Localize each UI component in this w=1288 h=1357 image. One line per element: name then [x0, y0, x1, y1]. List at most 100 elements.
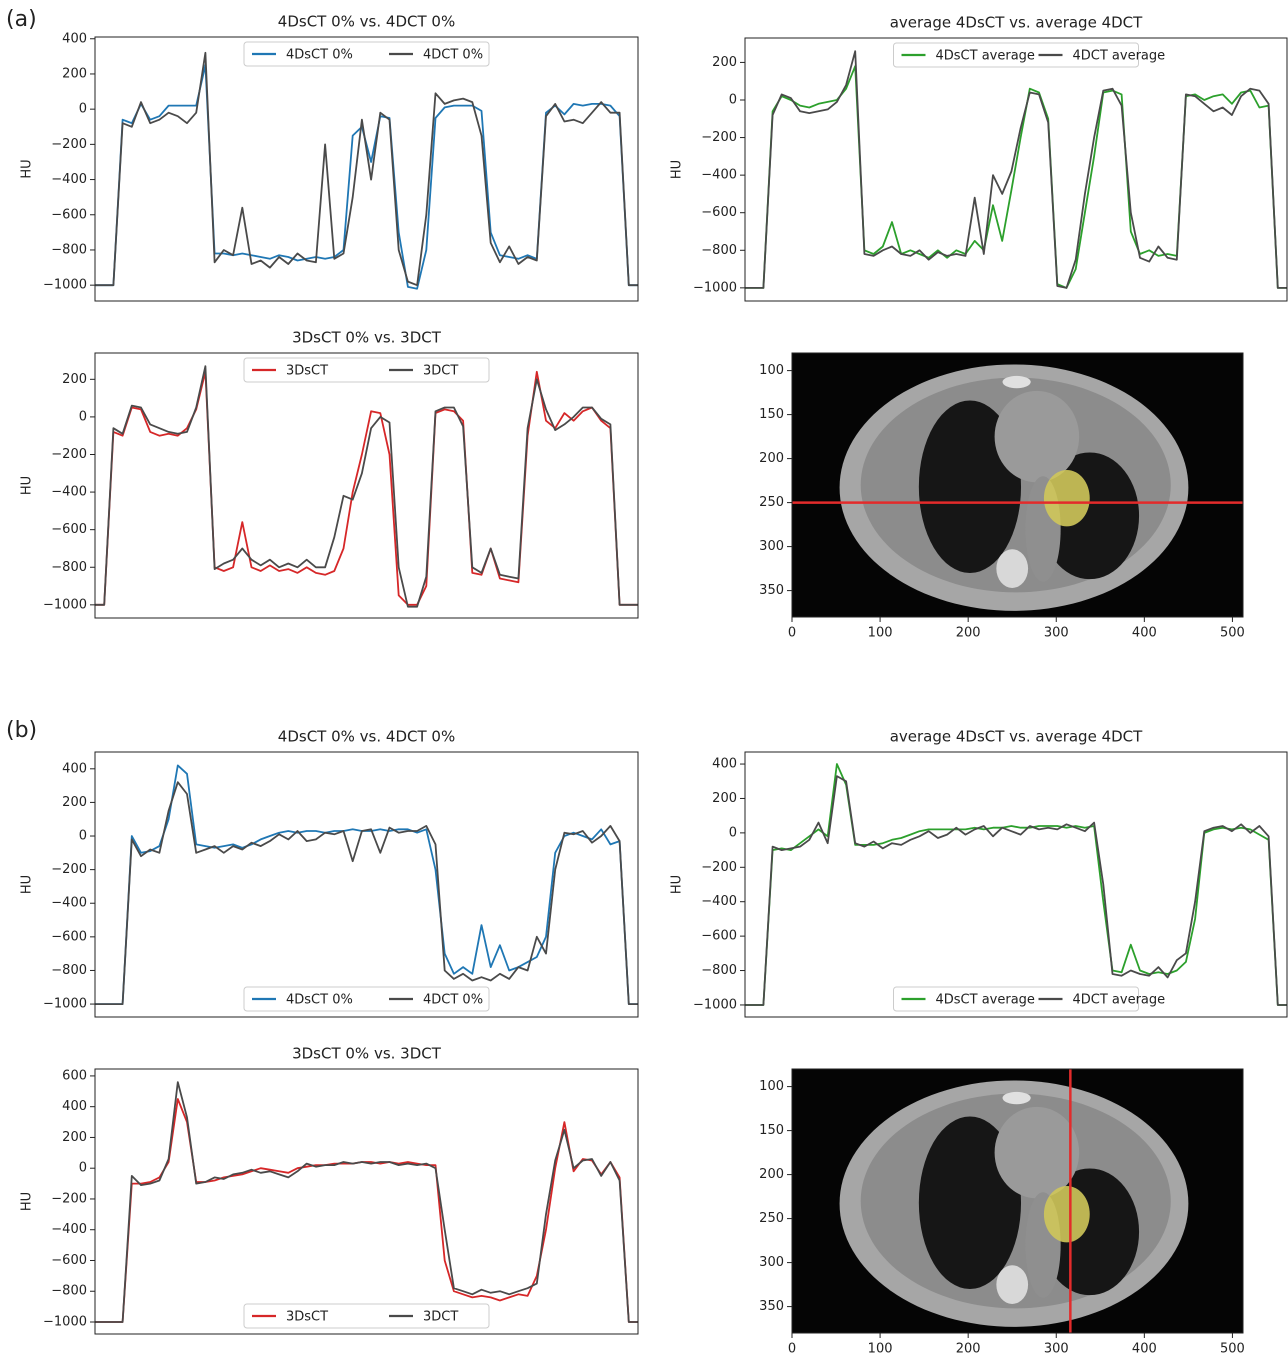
- y-tick-label: −800: [701, 243, 737, 258]
- y-tick-label: 150: [759, 407, 784, 422]
- legend: 4DsCT 0% 4DCT 0%: [244, 987, 489, 1011]
- y-tick-label: −200: [51, 1191, 87, 1206]
- spine: [996, 1265, 1028, 1304]
- legend-label: 3DsCT: [286, 364, 328, 379]
- y-axis-label: HU: [20, 1192, 35, 1211]
- legend-label: 4DCT average: [1073, 49, 1166, 64]
- chart-title: 4DsCT 0% vs. 4DCT 0%: [278, 728, 455, 746]
- y-axis-label: HU: [670, 160, 685, 179]
- series-line: [95, 1099, 638, 1322]
- chart-title: 3DsCT 0% vs. 3DCT: [292, 1045, 442, 1063]
- x-tick-label: 400: [1132, 1342, 1157, 1357]
- plot-frame: [745, 38, 1287, 301]
- x-tick-label: 400: [1132, 626, 1157, 641]
- y-tick-label: −1000: [43, 997, 87, 1012]
- y-axis-label: HU: [670, 875, 685, 894]
- y-tick-label: −400: [51, 172, 87, 187]
- y-tick-label: 150: [759, 1123, 784, 1138]
- plot-frame: [95, 353, 638, 618]
- series-line: [95, 53, 638, 285]
- y-tick-label: −600: [51, 1253, 87, 1268]
- panel-label: (b): [6, 718, 37, 743]
- y-tick-label: −600: [701, 205, 737, 220]
- series-line: [95, 372, 638, 605]
- y-tick-label: 400: [712, 757, 737, 772]
- y-tick-label: −400: [701, 168, 737, 183]
- y-tick-label: 400: [62, 31, 87, 46]
- x-tick-label: 100: [868, 626, 893, 641]
- legend-label: 3DsCT: [286, 1310, 328, 1325]
- y-tick-label: 0: [79, 829, 87, 844]
- chart-title: 4DsCT 0% vs. 4DCT 0%: [278, 13, 455, 31]
- x-tick-label: 200: [956, 626, 981, 641]
- y-tick-label: −400: [51, 1222, 87, 1237]
- series-line: [745, 51, 1287, 288]
- series-line: [745, 764, 1287, 1005]
- y-tick-label: 200: [62, 372, 87, 387]
- chart-title: 3DsCT 0% vs. 3DCT: [292, 329, 442, 347]
- y-tick-label: 0: [79, 1161, 87, 1176]
- chart-title: average 4DsCT vs. average 4DCT: [890, 728, 1143, 746]
- legend-label: 4DCT 0%: [423, 48, 483, 63]
- y-tick-label: 350: [759, 583, 784, 598]
- y-tick-label: −1000: [43, 1315, 87, 1330]
- plot-frame: [95, 37, 638, 301]
- y-tick-label: 100: [759, 363, 784, 378]
- series-line: [95, 765, 638, 1004]
- y-tick-label: 0: [79, 102, 87, 117]
- legend: 3DsCT 3DCT: [244, 358, 489, 382]
- y-tick-label: 0: [729, 92, 737, 107]
- legend-label: 4DsCT 0%: [286, 993, 353, 1008]
- spine: [996, 549, 1028, 588]
- y-tick-label: −600: [51, 207, 87, 222]
- y-tick-label: −800: [51, 242, 87, 257]
- y-tick-label: −200: [51, 862, 87, 877]
- legend-label: 4DCT 0%: [423, 993, 483, 1008]
- heart: [995, 391, 1080, 483]
- x-tick-label: 500: [1220, 626, 1245, 641]
- y-tick-label: −600: [51, 522, 87, 537]
- y-tick-label: −800: [51, 560, 87, 575]
- legend-label: 4DsCT average: [936, 993, 1035, 1008]
- legend-label: 3DCT: [423, 364, 458, 379]
- y-axis-label: HU: [20, 875, 35, 894]
- panel-label: (a): [6, 7, 37, 32]
- y-tick-label: 100: [759, 1079, 784, 1094]
- y-tick-label: −600: [51, 929, 87, 944]
- ct-image: [792, 353, 1243, 617]
- y-tick-label: −1000: [693, 997, 737, 1012]
- y-tick-label: −1000: [43, 278, 87, 293]
- series-line: [745, 776, 1287, 1005]
- y-tick-label: 200: [62, 1130, 87, 1145]
- x-tick-label: 300: [1044, 626, 1069, 641]
- y-axis-label: HU: [20, 476, 35, 495]
- x-tick-label: 300: [1044, 1342, 1069, 1357]
- legend-label: 3DCT: [423, 1310, 458, 1325]
- y-tick-label: 300: [759, 1255, 784, 1270]
- sternum: [1003, 1092, 1031, 1104]
- y-tick-label: 200: [62, 795, 87, 810]
- y-tick-label: 400: [62, 1099, 87, 1114]
- chart-title: average 4DsCT vs. average 4DCT: [890, 14, 1143, 32]
- heart: [995, 1107, 1080, 1199]
- y-tick-label: 400: [62, 761, 87, 776]
- ct-image: [792, 1069, 1243, 1333]
- y-tick-label: −200: [51, 137, 87, 152]
- y-tick-label: −800: [701, 963, 737, 978]
- x-tick-label: 100: [868, 1342, 893, 1357]
- y-tick-label: 200: [712, 55, 737, 70]
- y-tick-label: −400: [701, 894, 737, 909]
- legend-label: 4DCT average: [1073, 993, 1166, 1008]
- legend: 4DsCT 0%4DCT 0%: [244, 42, 489, 66]
- y-axis-label: HU: [20, 159, 35, 178]
- y-tick-label: 200: [62, 66, 87, 81]
- y-tick-label: −200: [51, 447, 87, 462]
- y-tick-label: 350: [759, 1299, 784, 1314]
- series-line: [745, 66, 1287, 288]
- series-line: [95, 782, 638, 1004]
- y-tick-label: −1000: [693, 280, 737, 295]
- y-tick-label: 200: [759, 451, 784, 466]
- y-tick-label: 250: [759, 1211, 784, 1226]
- y-tick-label: −1000: [43, 597, 87, 612]
